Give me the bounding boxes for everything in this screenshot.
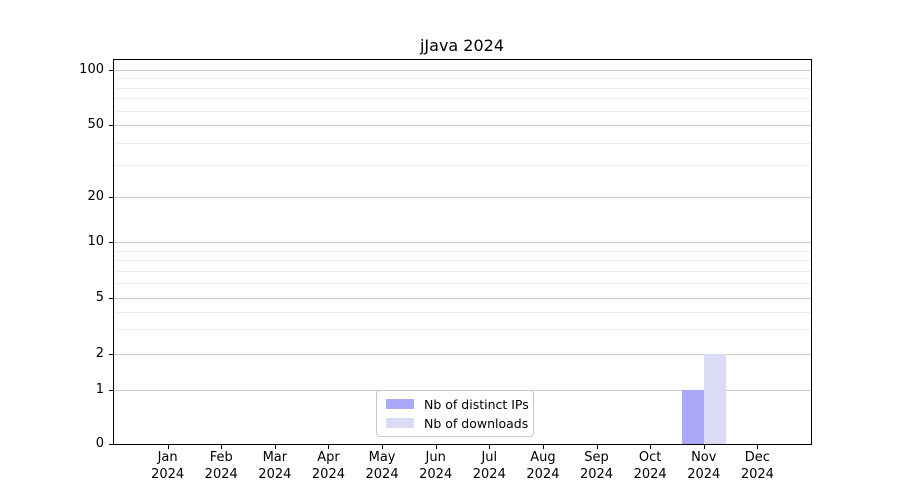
- x-axis-tick: [596, 444, 598, 449]
- y-tick-label: 50: [87, 117, 104, 132]
- x-axis-tick: [650, 444, 652, 449]
- x-axis-tick: [274, 444, 276, 449]
- y-minor-gridline: [114, 87, 811, 89]
- x-axis-tick: [435, 444, 437, 449]
- y-minor-gridline: [114, 110, 811, 112]
- y-tick-label: 0: [95, 436, 104, 451]
- y-axis-tick: [109, 125, 114, 126]
- y-tick-label: 10: [87, 234, 104, 249]
- x-tick-label: Dec 2024: [740, 450, 774, 482]
- downloads-swatch-icon: [386, 418, 414, 428]
- plot-area: [114, 60, 811, 444]
- x-axis-tick: [221, 444, 223, 449]
- plot-border: [113, 59, 812, 445]
- bar-downloads: [703, 354, 726, 444]
- x-axis-tick: [382, 444, 384, 449]
- y-axis-tick: [109, 444, 114, 445]
- y-major-gridline: [114, 298, 811, 299]
- y-axis-tick: [109, 390, 114, 391]
- x-tick-label: Jun 2024: [419, 450, 453, 482]
- y-tick-label: 5: [95, 290, 104, 305]
- y-major-gridline: [114, 242, 811, 243]
- y-major-gridline: [114, 354, 811, 355]
- y-major-gridline: [114, 70, 811, 71]
- x-axis-tick: [489, 444, 491, 449]
- x-axis-tick: [757, 444, 759, 449]
- legend-label-downloads: Nb of downloads: [424, 415, 529, 431]
- y-axis-tick: [109, 70, 114, 71]
- y-minor-gridline: [114, 78, 811, 80]
- bar-distinct-ips: [681, 390, 704, 444]
- x-tick-label: Feb 2024: [204, 450, 238, 482]
- y-axis-tick: [109, 298, 114, 299]
- x-tick-label: Apr 2024: [311, 450, 345, 482]
- x-axis-tick: [167, 444, 169, 449]
- y-minor-gridline: [114, 329, 811, 331]
- x-tick-label: Jan 2024: [151, 450, 185, 482]
- y-major-gridline: [114, 125, 811, 126]
- y-minor-gridline: [114, 283, 811, 285]
- x-axis-tick: [703, 444, 705, 449]
- y-tick-label: 20: [87, 189, 104, 204]
- x-tick-label: Mar 2024: [258, 450, 292, 482]
- y-minor-gridline: [114, 311, 811, 313]
- y-minor-gridline: [114, 260, 811, 262]
- x-tick-label: Oct 2024: [633, 450, 667, 482]
- y-major-gridline: [114, 197, 811, 198]
- x-tick-label: May 2024: [365, 450, 399, 482]
- y-minor-gridline: [114, 165, 811, 167]
- y-axis-tick: [109, 242, 114, 243]
- x-tick-label: Nov 2024: [687, 450, 721, 482]
- distinct-ips-swatch-icon: [386, 399, 414, 409]
- y-minor-gridline: [114, 142, 811, 144]
- y-tick-label: 2: [95, 346, 104, 361]
- y-axis-tick: [109, 354, 114, 355]
- y-minor-gridline: [114, 98, 811, 100]
- y-tick-label: 1: [95, 382, 104, 397]
- y-axis-tick: [109, 197, 114, 198]
- legend-entry-downloads: Nb of downloads: [386, 415, 529, 431]
- x-tick-label: Jul 2024: [472, 450, 506, 482]
- y-tick-label: 100: [79, 62, 104, 77]
- legend: Nb of distinct IPs Nb of downloads: [376, 390, 534, 437]
- legend-label-distinct-ips: Nb of distinct IPs: [424, 396, 529, 412]
- x-axis-tick: [328, 444, 330, 449]
- x-tick-label: Sep 2024: [579, 450, 614, 482]
- x-tick-label: Aug 2024: [526, 450, 560, 482]
- y-minor-gridline: [114, 250, 811, 252]
- x-axis-tick: [542, 444, 544, 449]
- chart-title: jJava 2024: [419, 36, 505, 55]
- legend-entry-distinct-ips: Nb of distinct IPs: [386, 397, 529, 412]
- y-minor-gridline: [114, 270, 811, 272]
